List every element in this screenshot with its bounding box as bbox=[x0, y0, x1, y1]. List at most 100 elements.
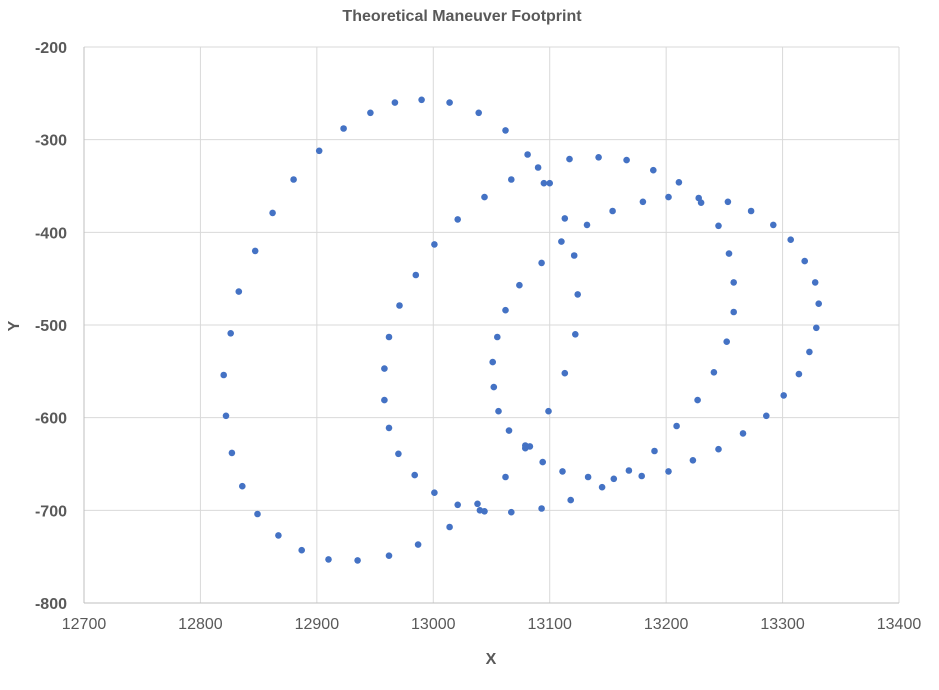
scatter-point bbox=[508, 176, 515, 183]
scatter-point bbox=[474, 500, 481, 508]
x-tick-label: 13200 bbox=[644, 616, 689, 633]
scatter-point bbox=[638, 472, 645, 480]
scatter-point bbox=[298, 546, 306, 554]
scatter-point bbox=[385, 552, 393, 559]
scatter-point bbox=[381, 365, 388, 372]
scatter-point bbox=[505, 427, 513, 434]
scatter-point bbox=[481, 508, 488, 515]
scatter-point bbox=[574, 291, 581, 298]
scatter-point bbox=[694, 396, 701, 404]
scatter-point bbox=[385, 333, 393, 341]
scatter-point bbox=[561, 215, 569, 222]
grid-layer bbox=[83, 46, 900, 604]
scatter-point bbox=[730, 308, 737, 316]
scatter-point bbox=[572, 331, 579, 338]
scatter-point bbox=[598, 483, 606, 491]
scatter-point bbox=[414, 541, 422, 548]
scatter-point bbox=[715, 222, 722, 230]
scatter-point bbox=[665, 468, 672, 475]
y-tick-label: -200 bbox=[35, 40, 67, 57]
scatter-point bbox=[806, 348, 813, 356]
x-tick-label: 12700 bbox=[62, 616, 107, 633]
points-layer bbox=[220, 96, 822, 564]
x-tick-label: 12800 bbox=[178, 616, 223, 633]
scatter-point bbox=[747, 207, 755, 215]
scatter-point bbox=[367, 109, 374, 117]
x-tick-label: 13300 bbox=[760, 616, 805, 633]
scatter-point bbox=[454, 216, 462, 223]
scatter-point bbox=[385, 424, 393, 432]
scatter-point bbox=[481, 193, 488, 201]
scatter-point bbox=[610, 475, 618, 483]
scatter-point bbox=[239, 482, 246, 490]
scatter-point bbox=[815, 300, 822, 308]
x-tick-label: 13000 bbox=[411, 616, 456, 633]
scatter-point bbox=[697, 199, 705, 206]
scatter-point bbox=[446, 99, 453, 106]
scatter-point bbox=[689, 457, 697, 464]
y-tick-label: -400 bbox=[35, 225, 67, 242]
x-axis-label: X bbox=[486, 651, 497, 668]
y-tick-label: -600 bbox=[35, 411, 67, 428]
scatter-point bbox=[673, 422, 680, 430]
scatter-point bbox=[431, 241, 438, 248]
scatter-point bbox=[787, 236, 794, 243]
scatter-point bbox=[723, 338, 730, 346]
scatter-point bbox=[502, 127, 509, 134]
scatter-point bbox=[228, 449, 236, 457]
scatter-point bbox=[254, 510, 261, 518]
scatter-point bbox=[651, 447, 658, 455]
x-tick-label: 12900 bbox=[295, 616, 340, 633]
scatter-point bbox=[625, 467, 633, 474]
scatter-point bbox=[524, 151, 531, 158]
chart-title: Theoretical Maneuver Footprint bbox=[342, 8, 582, 25]
scatter-point bbox=[275, 532, 282, 539]
scatter-point bbox=[290, 176, 297, 183]
axis-layer: 12700 12800 12900 13000 13100 13200 13300 13400… bbox=[35, 40, 921, 633]
y-tick-label: -300 bbox=[35, 133, 67, 150]
y-tick-label: -700 bbox=[35, 503, 67, 520]
scatter-point bbox=[725, 250, 733, 257]
scatter-point bbox=[584, 473, 592, 481]
scatter-point bbox=[730, 279, 737, 286]
scatter-point bbox=[763, 412, 770, 420]
x-tick-label: 13100 bbox=[527, 616, 572, 633]
scatter-point bbox=[381, 396, 388, 404]
scatter-point bbox=[395, 450, 402, 458]
scatter-point bbox=[724, 198, 732, 206]
scatter-point bbox=[739, 430, 747, 437]
scatter-point bbox=[354, 557, 361, 564]
scatter-point bbox=[715, 445, 722, 453]
scatter-point bbox=[546, 179, 553, 187]
scatter-point bbox=[665, 193, 672, 201]
scatter-point bbox=[412, 271, 420, 279]
scatter-point bbox=[454, 501, 462, 509]
scatter-point bbox=[675, 179, 683, 186]
scatter-point bbox=[545, 407, 552, 415]
scatter-point bbox=[811, 279, 819, 286]
scatter-point bbox=[770, 221, 777, 229]
scatter-point bbox=[235, 288, 243, 295]
scatter-point bbox=[539, 458, 546, 466]
scatter-point bbox=[566, 155, 573, 163]
scatter-point bbox=[269, 209, 276, 217]
scatter-point bbox=[446, 523, 453, 531]
scatter-point bbox=[431, 489, 438, 497]
scatter-point bbox=[538, 259, 545, 267]
scatter-point bbox=[710, 369, 718, 376]
y-tick-label: -800 bbox=[35, 596, 67, 613]
scatter-point bbox=[502, 473, 509, 481]
scatter-point bbox=[340, 125, 347, 132]
scatter-point bbox=[227, 330, 234, 337]
scatter-point bbox=[526, 443, 534, 450]
scatter-point bbox=[251, 247, 259, 255]
scatter-point bbox=[567, 496, 574, 504]
scatter-point bbox=[508, 508, 515, 516]
scatter-point bbox=[220, 371, 227, 379]
x-tick-label: 13400 bbox=[877, 616, 922, 633]
scatter-point bbox=[650, 166, 657, 174]
scatter-point bbox=[490, 383, 498, 391]
scatter-point bbox=[534, 164, 542, 171]
